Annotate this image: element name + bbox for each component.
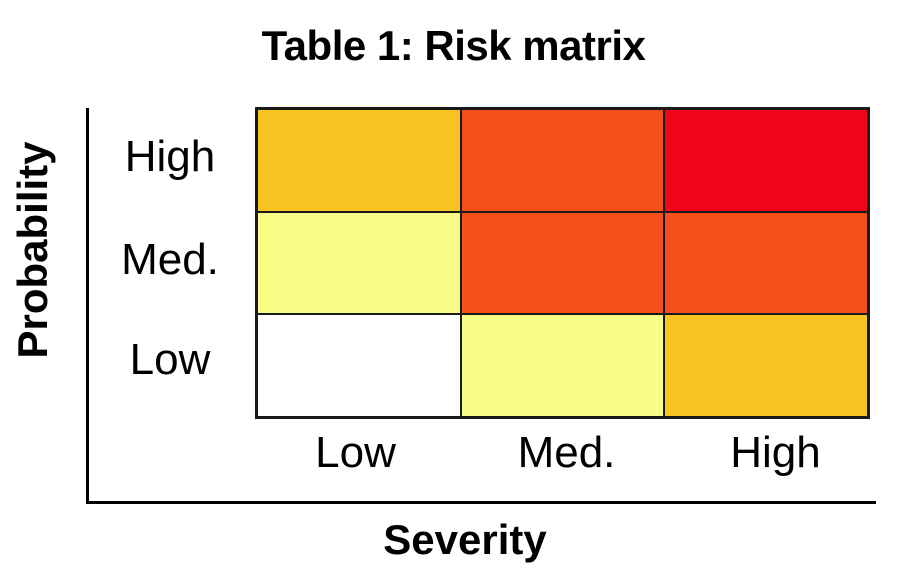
cell-prob-high-sev-high xyxy=(665,110,867,211)
cell-prob-high-sev-low xyxy=(258,110,460,211)
col-label-high: High xyxy=(730,428,821,477)
y-axis-line xyxy=(86,108,89,504)
cell-prob-med-sev-high xyxy=(665,212,867,314)
cell-prob-med-sev-med xyxy=(461,212,664,314)
cell-prob-low-sev-low xyxy=(258,315,460,416)
cell-prob-low-sev-high xyxy=(665,315,867,416)
col-label-med: Med. xyxy=(517,428,616,477)
x-axis-label: Severity xyxy=(383,516,547,563)
col-label-low: Low xyxy=(315,428,396,477)
row-label-low: Low xyxy=(129,335,211,384)
risk-matrix xyxy=(255,107,870,419)
cell-prob-high-sev-med xyxy=(461,110,664,211)
cell-prob-low-sev-med xyxy=(461,315,664,416)
x-axis-line xyxy=(86,501,876,504)
cell-prob-med-sev-low xyxy=(258,212,460,314)
row-label-high: High xyxy=(124,132,216,181)
chart-title: Table 1: Risk matrix xyxy=(261,22,646,69)
row-label-med: Med. xyxy=(121,235,219,284)
y-axis-label: Probability xyxy=(9,141,56,359)
